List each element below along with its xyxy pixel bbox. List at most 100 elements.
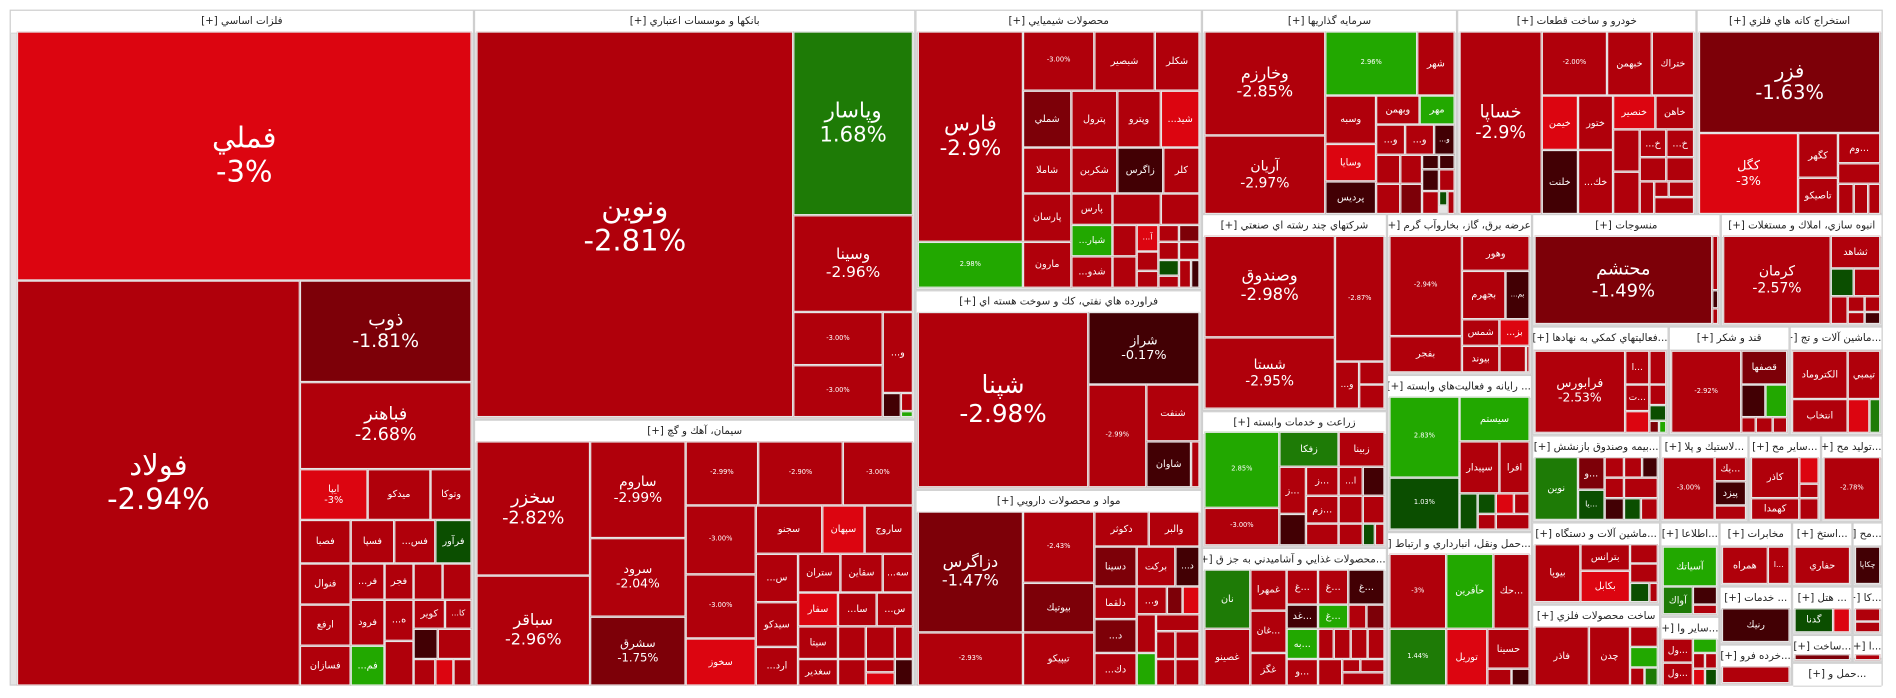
stock-tile[interactable]: ختور [1578, 95, 1614, 150]
stock-tile[interactable]: فرود [350, 599, 385, 646]
stock-tile[interactable]: الكتروماد [1792, 350, 1848, 400]
stock-tile[interactable]: بيوتيك [1022, 582, 1095, 633]
stock-tile[interactable]: ...ز [1305, 466, 1339, 496]
stock-tile[interactable]: خ... [1639, 129, 1667, 158]
sector-title[interactable]: ...حمل ونقل، انبارداري و ارتباط [+] [1388, 533, 1531, 557]
stock-tile[interactable]: قصفها [1741, 350, 1788, 385]
stock-tile[interactable]: ...غان [1250, 610, 1287, 653]
stock-tile[interactable]: ...به [1286, 628, 1319, 660]
stock-tile[interactable] [1495, 493, 1514, 514]
stock-tile[interactable]: بم... [1505, 270, 1530, 320]
stock-tile[interactable]: توريل [1446, 628, 1488, 686]
stock-tile[interactable]: شكلر [1154, 31, 1200, 91]
stock-tile[interactable] [1649, 405, 1667, 421]
stock-tile[interactable]: فجر [384, 563, 414, 600]
stock-tile[interactable]: ...غ [1318, 604, 1349, 629]
stock-tile[interactable] [1692, 638, 1718, 653]
stock-tile[interactable]: وهور [1461, 235, 1530, 271]
stock-tile[interactable]: فسپا [350, 519, 395, 564]
stock-tile[interactable]: ...ول [1662, 662, 1693, 686]
stock-tile[interactable] [1604, 457, 1624, 478]
sector-title[interactable]: ...مح [+] [1853, 523, 1882, 547]
stock-tile[interactable]: فنوال [299, 563, 351, 605]
stock-tile[interactable]: -3% [1389, 553, 1447, 629]
stock-tile[interactable]: شنفت [1146, 384, 1200, 442]
stock-tile[interactable]: حفاري [1794, 546, 1851, 585]
stock-tile[interactable] [1511, 668, 1530, 686]
stock-tile[interactable]: نوين [1534, 457, 1579, 520]
stock-tile[interactable]: ...ا [1625, 350, 1650, 385]
stock-tile[interactable]: -2.87% [1334, 235, 1385, 362]
stock-tile[interactable] [1854, 608, 1881, 622]
stock-tile[interactable]: ه... [384, 599, 414, 641]
stock-tile[interactable] [1692, 586, 1718, 605]
sector-title[interactable]: ...ا [+] [1853, 636, 1882, 660]
stock-tile[interactable]: و... [882, 311, 913, 393]
stock-tile[interactable] [413, 563, 443, 600]
stock-tile[interactable]: كا... [444, 599, 472, 629]
stock-tile[interactable] [1360, 659, 1385, 673]
stock-tile[interactable] [1830, 296, 1848, 325]
sector-title[interactable]: ...لاستيك و پلا [+] [1661, 436, 1748, 460]
stock-tile[interactable]: وبهمن [1376, 95, 1420, 125]
stock-tile[interactable] [384, 640, 414, 686]
stock-tile[interactable] [900, 392, 913, 412]
stock-tile[interactable] [1704, 652, 1718, 669]
stock-tile[interactable]: فسازان [299, 645, 351, 686]
stock-tile[interactable]: شاملا [1022, 147, 1072, 194]
stock-tile[interactable]: دلقما [1094, 586, 1137, 620]
stock-tile[interactable]: ساروج [864, 505, 913, 554]
stock-tile[interactable]: دزاگرس -1.47% [917, 511, 1023, 633]
sector-title[interactable]: ...فعاليتهاي كمكي به نهادها [+] [1533, 327, 1668, 351]
stock-tile[interactable]: خك... [1578, 149, 1614, 215]
stock-tile[interactable] [1136, 270, 1159, 288]
sector-title[interactable]: منسوجات [+] [1533, 215, 1720, 239]
stock-tile[interactable] [865, 659, 895, 673]
stock-tile[interactable]: افرا [1499, 441, 1530, 494]
stock-tile[interactable]: و... [1376, 124, 1406, 155]
stock-tile[interactable] [1338, 495, 1363, 524]
stock-tile[interactable]: فارس -2.9% [917, 31, 1023, 242]
stock-tile[interactable] [1136, 614, 1156, 653]
stock-tile[interactable] [1318, 628, 1334, 660]
stock-tile[interactable] [1639, 181, 1655, 215]
stock-tile[interactable]: چكاپا [1854, 546, 1881, 585]
stock-tile[interactable]: -3.00% [793, 311, 883, 366]
stock-tile[interactable]: زفكا [1279, 431, 1339, 467]
stock-tile[interactable] [1342, 659, 1361, 673]
stock-tile[interactable]: و... [1434, 124, 1455, 155]
stock-tile[interactable] [1350, 628, 1368, 660]
stock-tile[interactable]: فاذر [1534, 626, 1589, 686]
stock-tile[interactable]: زبينا [1338, 431, 1385, 467]
stock-tile[interactable] [1158, 241, 1179, 260]
stock-tile[interactable] [1854, 621, 1881, 633]
stock-tile[interactable]: گدنا [1794, 608, 1834, 633]
stock-tile[interactable]: خاهن [1655, 95, 1695, 130]
stock-tile[interactable] [1362, 466, 1385, 496]
stock-tile[interactable] [1447, 191, 1455, 215]
stock-tile[interactable] [1864, 311, 1881, 325]
stock-tile[interactable]: -3.00% [685, 505, 756, 575]
stock-tile[interactable]: چدن [1588, 626, 1631, 686]
stock-tile[interactable] [1630, 544, 1658, 564]
stock-tile[interactable]: -2.90% [758, 441, 843, 506]
stock-tile[interactable]: -2.99% [1088, 384, 1147, 488]
stock-tile[interactable]: -3.00% [685, 574, 756, 639]
stock-tile[interactable] [1649, 582, 1658, 603]
stock-tile[interactable] [1721, 666, 1790, 684]
stock-tile[interactable]: فم... [350, 645, 385, 686]
stock-tile[interactable]: كهمدا [1750, 498, 1800, 520]
stock-tile[interactable] [837, 626, 866, 660]
stock-tile[interactable]: خ... [1666, 129, 1695, 158]
sector-title[interactable]: ...محصولات غذايي و آشاميدني به جز ق [+] [1203, 548, 1386, 572]
stock-tile[interactable] [1644, 667, 1658, 686]
stock-tile[interactable] [1741, 417, 1756, 433]
stock-tile[interactable]: ...يك [1714, 457, 1747, 482]
stock-tile[interactable] [1623, 477, 1658, 499]
stock-tile[interactable] [1155, 631, 1176, 660]
stock-tile[interactable] [865, 626, 895, 660]
stock-tile[interactable]: دكوثر [1094, 511, 1149, 547]
stock-tile[interactable] [1649, 420, 1660, 433]
stock-tile[interactable]: حسينا [1487, 628, 1530, 669]
sector-title[interactable]: ...خرده فرو [+] [1720, 645, 1791, 669]
